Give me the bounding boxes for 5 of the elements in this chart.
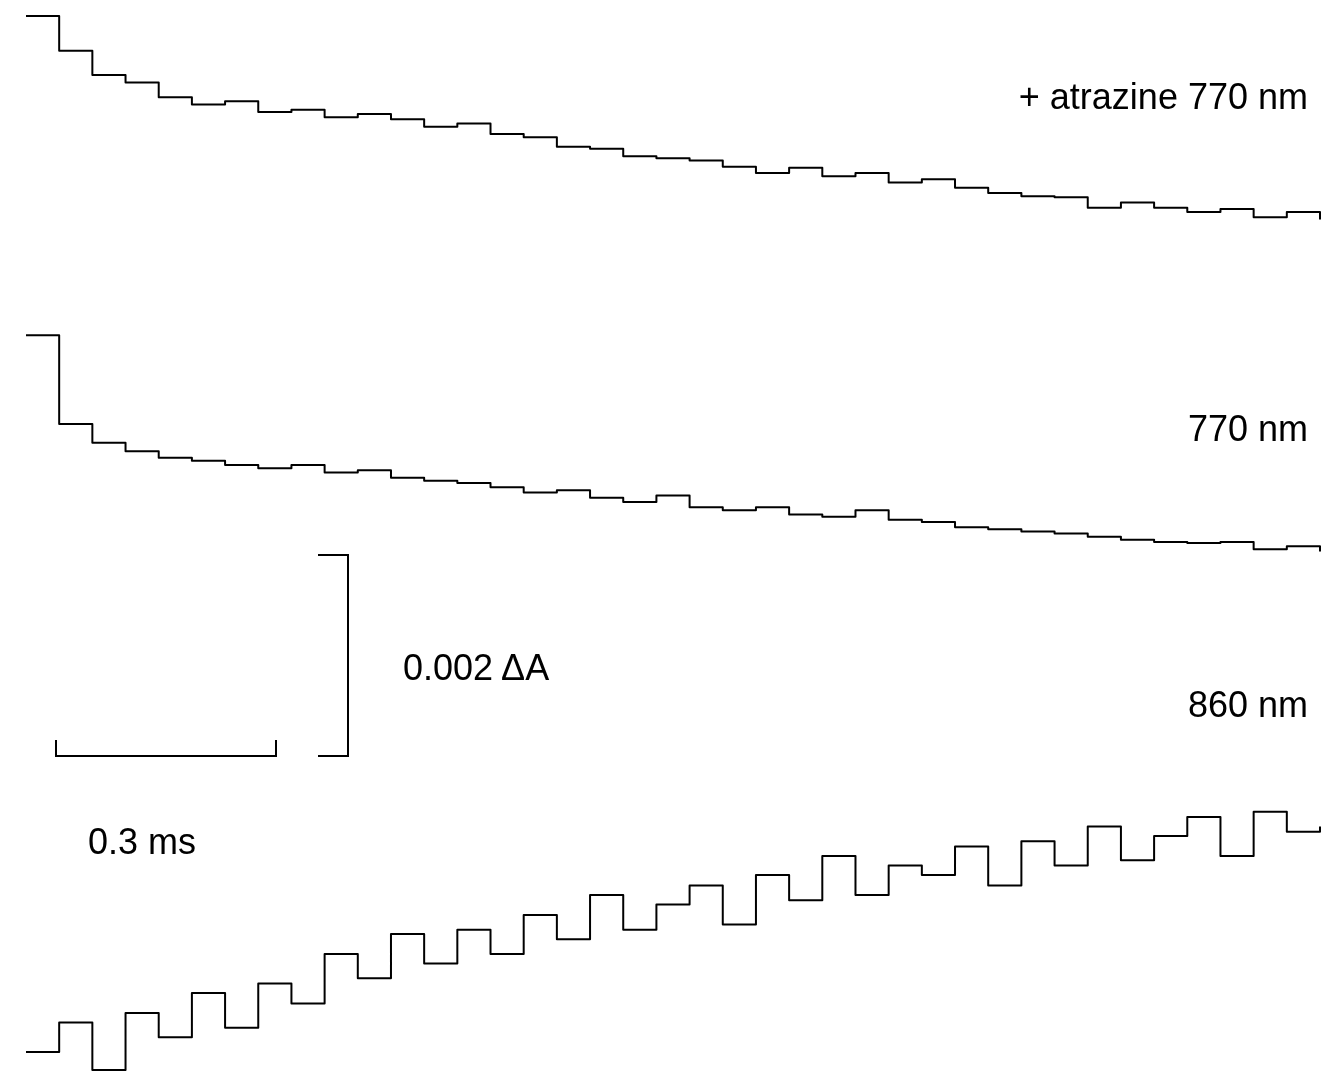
annotation: 0.002 ΔA	[403, 647, 550, 688]
text: + atrazine 770 nm	[1018, 76, 1308, 118]
text: 770 nm	[1187, 408, 1308, 450]
annotation: 0.3 ms	[88, 821, 197, 862]
text: 860 nm	[1187, 683, 1308, 725]
